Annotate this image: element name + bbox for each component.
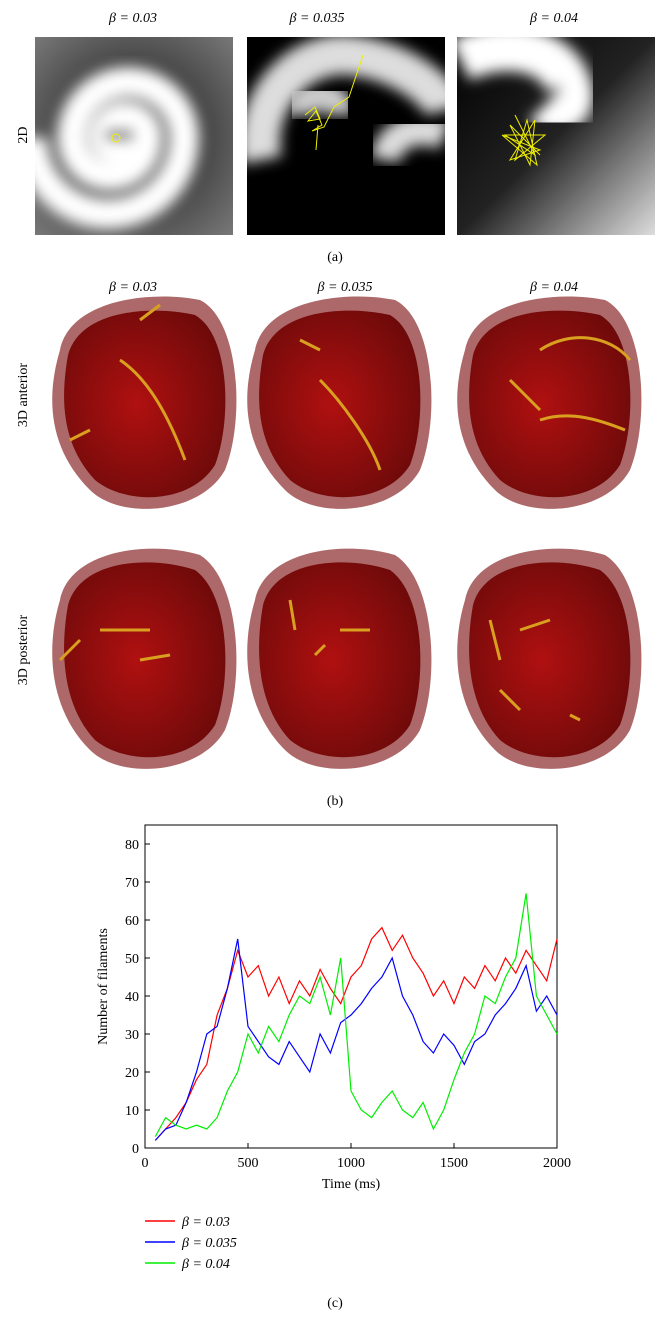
- column-label: β = 0.035: [317, 280, 373, 295]
- caption: (c): [327, 1296, 343, 1311]
- row-label: 3D posterior: [16, 614, 31, 685]
- heart-images: [52, 296, 642, 769]
- heart: [247, 296, 432, 509]
- series-line: [154, 938, 558, 1141]
- y-tick-label: 10: [125, 1104, 139, 1119]
- heart: [52, 296, 237, 509]
- y-tick-label: 20: [125, 1066, 139, 1081]
- y-tick-label: 70: [125, 876, 139, 891]
- column-label: β = 0.04: [529, 280, 578, 295]
- column-label: β = 0.03: [108, 11, 157, 26]
- column-label: β = 0.03: [108, 280, 157, 295]
- y-tick-label: 0: [132, 1142, 139, 1157]
- legend-label: β = 0.03: [181, 1215, 230, 1230]
- column-label: β = 0.035: [289, 11, 345, 26]
- spiral-image: [247, 37, 445, 235]
- caption: (b): [327, 794, 344, 809]
- caption: (a): [327, 250, 343, 265]
- y-tick-label: 80: [125, 838, 139, 853]
- series-line: [154, 926, 558, 1141]
- x-tick-label: 1000: [337, 1156, 365, 1171]
- y-axis-label: Number of filaments: [96, 928, 111, 1045]
- line-chart: 0 10 20 30 40 50 60 70 80 0 500 1000 1500 2000 Time (m…: [96, 824, 571, 1272]
- series-line: [154, 893, 558, 1137]
- y-tick-label: 40: [125, 990, 139, 1005]
- row-label: 2D: [16, 126, 31, 143]
- heart: [52, 548, 237, 769]
- x-tick-label: 2000: [543, 1156, 571, 1171]
- spiral-image: [457, 37, 655, 235]
- column-label: β = 0.04: [529, 11, 578, 26]
- heart: [457, 296, 642, 509]
- y-tick-label: 50: [125, 952, 139, 967]
- x-tick-label: 1500: [440, 1156, 468, 1171]
- spiral-image: [35, 37, 233, 235]
- x-tick-label: 0: [142, 1156, 149, 1171]
- x-tick-label: 500: [238, 1156, 259, 1171]
- heart: [247, 548, 432, 769]
- y-tick-label: 30: [125, 1028, 139, 1043]
- plot-frame: [144, 824, 558, 1149]
- y-tick-label: 60: [125, 914, 139, 929]
- legend-label: β = 0.04: [181, 1257, 230, 1272]
- heart: [457, 548, 642, 769]
- legend-label: β = 0.035: [181, 1236, 237, 1251]
- x-axis-label: Time (ms): [322, 1177, 381, 1192]
- row-label: 3D anterior: [16, 363, 31, 427]
